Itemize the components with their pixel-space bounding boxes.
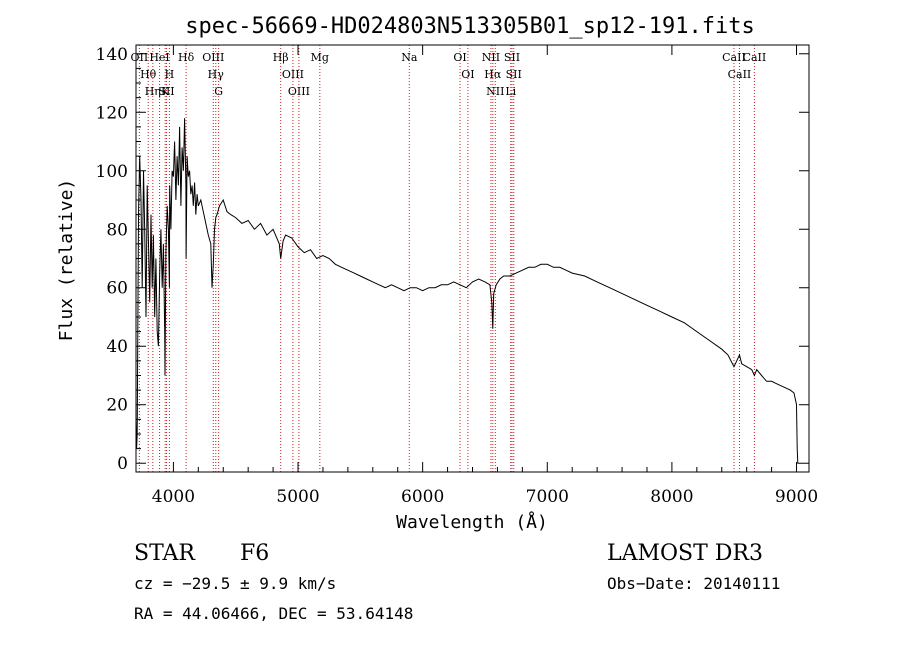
chart-title: spec-56669-HD024803N513305B01_sp12-191.f… [185,14,755,39]
y-tick-label-1: 20 [106,396,128,416]
line-label-20: NII [486,85,504,98]
y-axis-ticks: 0 20 40 60 80 100 120 140 [96,45,809,474]
line-label-10: G [214,85,223,98]
line-label-7: Hδ [178,51,195,64]
line-label-13: OIII [288,85,310,98]
line-label-18: NII [482,51,500,64]
y-tick-label-3: 60 [106,279,128,299]
spectrum-line [135,118,799,464]
line-label-2: Hη [145,85,161,98]
line-label-3: HeI [149,51,169,64]
line-label-11: Hβ [273,51,289,64]
x-axis-ticks: 4000 5000 6000 7000 8000 9000 [152,45,818,507]
line-label-17: OI [461,68,474,81]
y-tick-label-4: 80 [106,220,128,240]
line-label-1: Hθ [140,68,157,81]
spectral-line-markers [138,45,755,472]
x-tick-label-5: 9000 [775,487,818,507]
y-tick-label-0: 0 [117,454,128,474]
object-subclass: F6 [240,541,269,566]
y-tick-label-2: 40 [106,337,128,357]
line-label-9: Hγ [208,68,225,81]
line-label-25: CaII [728,68,752,81]
coords-text: RA = 44.06466, DEC = 53.64148 [134,604,413,623]
y-tick-label-5: 100 [96,162,128,182]
line-label-21: Li [505,85,516,98]
y-tick-label-6: 120 [96,103,128,123]
survey-label: LAMOST DR3 [607,541,763,566]
line-label-23: SII [506,68,522,81]
x-tick-label-2: 6000 [401,487,444,507]
line-label-12: OIII [282,68,304,81]
x-tick-label-3: 7000 [526,487,569,507]
line-label-19: Hα [484,68,502,81]
obs-date: Obs−Date: 20140111 [607,574,780,593]
x-tick-label-1: 5000 [276,487,319,507]
line-label-4: K [161,85,170,98]
plot-frame [135,44,810,473]
line-label-24: CaII [722,51,746,64]
line-label-8: OIII [202,51,224,64]
x-tick-label-0: 4000 [152,487,195,507]
line-label-16: OI [453,51,466,64]
x-axis-label: Wavelength (Å) [396,511,548,533]
object-class: STAR [134,541,196,566]
y-tick-label-7: 140 [96,45,128,65]
line-label-6: H [165,68,175,81]
x-tick-label-4: 8000 [650,487,693,507]
line-label-22: SII [504,51,520,64]
y-axis-label: Flux (relative) [56,179,77,342]
line-label-5: SII [158,85,174,98]
redshift-text: cz = −29.5 ± 9.9 km/s [134,574,336,593]
line-label-14: Mg [311,51,329,64]
line-label-15: Na [401,51,418,64]
line-label-26: CaII [743,51,767,64]
line-label-0: OII [131,51,149,64]
